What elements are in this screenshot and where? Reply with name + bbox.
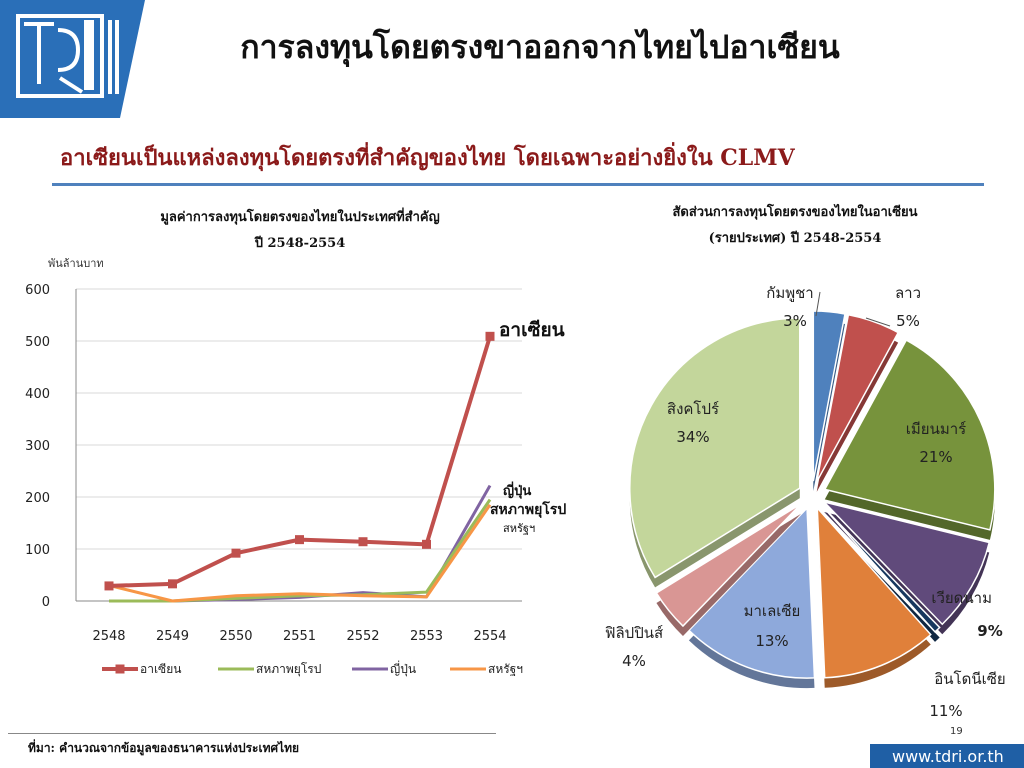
y-tick-label: 300 <box>25 439 50 454</box>
pie-label-name: ฟิลิปปินส์ <box>605 624 663 642</box>
pie-label-name: มาเลเซีย <box>744 602 801 620</box>
line-chart: 0 100 200 300 400 500 600 2548 2549 2550 2551 2552 2… <box>25 283 566 677</box>
pie-chart-title-line2: (รายประเทศ) ปี 2548-2554 <box>708 231 882 246</box>
pie-chart-title: สัดส่วนการลงทุนโดยตรงของไทยในอาเซียน (รา… <box>600 200 990 252</box>
page-subtitle: อาเซียนเป็นแหล่งลงทุนโดยตรงที่สำคัญของไท… <box>60 145 795 171</box>
data-point-asean <box>295 535 304 545</box>
pie-slice-top <box>629 317 801 579</box>
pie-label-name: ลาว <box>895 284 921 302</box>
tdri-logo <box>0 0 150 118</box>
pie-slice-top <box>815 313 900 483</box>
source-note: ที่มา: คำนวณจากข้อมูลของธนาคารแห่งประเทศ… <box>28 741 300 755</box>
legend-marker <box>115 664 125 674</box>
data-point-asean <box>168 579 177 589</box>
y-tick-label: 100 <box>25 543 50 558</box>
pie-chart-title-line1: สัดส่วนการลงทุนโดยตรงของไทยในอาเซียน <box>672 205 918 220</box>
series-line-3 <box>108 503 492 603</box>
pie-label: สิงคโปร์ 34% <box>667 400 719 446</box>
x-tick-label: 2548 <box>92 629 125 644</box>
legend-item: ญี่ปุ่น <box>352 660 416 677</box>
pie-slice-5 <box>816 505 932 688</box>
x-tick-label: 2550 <box>219 629 252 644</box>
pie-label-value: 11% <box>929 702 962 720</box>
pie-slice-6 <box>687 506 816 689</box>
pie-label: เมียนมาร์ 21% <box>906 420 966 466</box>
data-point-asean <box>358 537 368 547</box>
pie-slice-1 <box>815 313 900 492</box>
y-tick-label: 0 <box>42 595 50 610</box>
line-chart-title-line1: มูลค่าการลงทุนโดยตรงของไทยในประเทศที่สำค… <box>160 210 440 225</box>
line-chart-title-line2: ปี 2548-2554 <box>254 236 346 251</box>
pie-slice-8 <box>629 317 801 588</box>
x-tick-label: 2552 <box>346 629 379 644</box>
pie-slice-top <box>816 505 932 679</box>
y-tick-label: 600 <box>25 283 50 298</box>
pie-label-value: 21% <box>919 448 952 466</box>
legend-label: อาเซียน <box>140 662 181 676</box>
legend-item: สหรัฐฯ <box>450 662 523 676</box>
y-axis-unit: พันล้านบาท <box>48 257 104 270</box>
pie-slice-0 <box>812 310 846 492</box>
pie-label: เวียดนาม 9% <box>931 589 1002 640</box>
pie-chart: กัมพูชา 3% ลาว 5% เมียนมาร์ 21% เวียดนาม 9% อินโ… <box>605 284 1006 720</box>
x-tick-label: 2554 <box>473 629 506 644</box>
pie-label-name: เมียนมาร์ <box>906 420 966 438</box>
pie-leader-line <box>865 317 891 327</box>
y-tick-label: 500 <box>25 335 50 350</box>
x-tick-label: 2551 <box>283 629 316 644</box>
pie-label-name: อินโดนีเซีย <box>934 670 1005 688</box>
pie-label-value: 5% <box>896 312 920 330</box>
label-asean: อาเซียน <box>499 319 565 341</box>
y-tick-label: 200 <box>25 491 50 506</box>
pie-slice-top <box>687 506 816 679</box>
pie-slice-7 <box>655 503 802 637</box>
series-line-0 <box>108 335 492 588</box>
y-tick-label: 400 <box>25 387 50 402</box>
website-link[interactable]: www.tdri.or.th <box>892 747 1004 766</box>
legend-item: อาเซียน <box>102 662 181 676</box>
pie-label-name: กัมพูชา <box>766 284 813 302</box>
url-bar <box>870 744 1024 768</box>
page-number: 19 <box>950 726 963 737</box>
divider-rule <box>52 183 984 186</box>
pie-slice-3 <box>821 500 991 635</box>
legend-label: สหภาพยุโรป <box>256 662 321 677</box>
pie-slice-top <box>655 503 802 628</box>
pie-slice-top <box>823 339 996 531</box>
pie-slice-2 <box>823 339 996 540</box>
data-point-asean <box>485 331 495 341</box>
pie-label: ฟิลิปปินส์ 4% <box>605 624 663 670</box>
pie-slice-top <box>812 310 846 482</box>
line-chart-title: มูลค่าการลงทุนโดยตรงของไทยในประเทศที่สำค… <box>100 205 500 257</box>
legend-label: ญี่ปุ่น <box>390 660 416 677</box>
pie-label: ลาว 5% <box>895 284 921 330</box>
legend-label: สหรัฐฯ <box>488 662 523 676</box>
pie-slice-top <box>820 504 941 633</box>
pie-label: มาเลเซีย 13% <box>744 602 801 650</box>
label-eu: สหภาพยุโรป <box>490 500 566 518</box>
data-point-asean <box>231 548 241 558</box>
pie-label-name: สิงคโปร์ <box>667 400 719 418</box>
pie-label-value: 3% <box>783 312 807 330</box>
legend-item: สหภาพยุโรป <box>218 662 321 677</box>
page-title: การลงทุนโดยตรงขาออกจากไทยไปอาเซียน <box>240 28 840 66</box>
x-tick-label: 2553 <box>410 629 443 644</box>
pie-label: อินโดนีเซีย 11% <box>929 670 1005 720</box>
pie-label-value: 34% <box>676 428 709 446</box>
pie-label-value: 4% <box>622 652 646 670</box>
x-tick-label: 2549 <box>156 629 189 644</box>
label-japan: ญี่ปุ่น <box>503 481 531 499</box>
footer-divider <box>8 733 496 734</box>
pie-slice-top <box>821 500 991 626</box>
pie-label-value: 13% <box>755 632 788 650</box>
data-point-asean <box>422 539 431 549</box>
pie-label-value: 9% <box>977 622 1002 640</box>
label-us: สหรัฐฯ <box>503 522 535 535</box>
pie-leader-line <box>815 291 821 317</box>
pie-label-name: เวียดนาม <box>931 589 992 607</box>
data-point-asean <box>104 581 114 591</box>
pie-label: กัมพูชา 3% <box>766 284 813 330</box>
